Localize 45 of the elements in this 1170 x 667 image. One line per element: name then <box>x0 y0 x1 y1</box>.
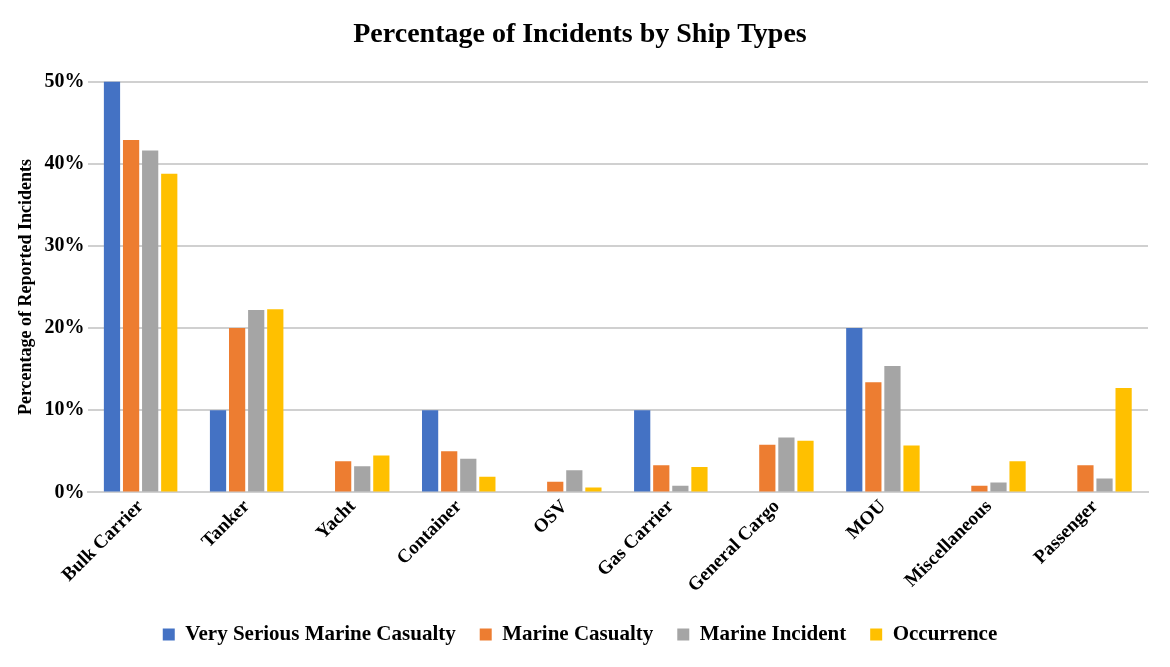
bar <box>797 440 814 492</box>
bar <box>142 150 159 492</box>
bar <box>373 455 390 492</box>
y-tick-label: 40% <box>44 150 85 173</box>
bar <box>354 466 371 492</box>
bar <box>229 328 246 492</box>
bar <box>865 382 882 492</box>
bar <box>103 81 121 492</box>
bar <box>778 437 795 492</box>
bar <box>122 139 140 492</box>
chart-title: Percentage of Incidents by Ship Types <box>353 17 807 49</box>
y-axis-title: Percentage of Reported Incidents <box>15 158 36 416</box>
bar <box>248 310 265 492</box>
legend-label: Very Serious Marine Casualty <box>185 620 457 645</box>
bar <box>691 466 708 492</box>
legend-label: Occurrence <box>892 620 998 645</box>
y-tick-label: 30% <box>44 233 85 256</box>
bar <box>1009 461 1026 492</box>
bar <box>884 365 901 492</box>
bar <box>903 445 920 492</box>
bar <box>566 470 583 492</box>
bar <box>161 173 178 492</box>
bar <box>209 410 227 492</box>
y-tick-label: 0% <box>54 479 85 502</box>
bar <box>1077 465 1094 492</box>
y-tick-label: 20% <box>44 315 85 338</box>
legend-label: Marine Casualty <box>502 620 654 645</box>
bar <box>422 410 439 492</box>
bar <box>846 328 863 492</box>
bar <box>759 444 776 492</box>
bar <box>441 451 458 492</box>
bar <box>634 410 651 492</box>
bar <box>460 458 477 492</box>
bar <box>990 482 1007 492</box>
y-tick-label: 50% <box>44 68 85 91</box>
bar <box>547 481 564 492</box>
bar <box>1115 388 1132 492</box>
bar <box>335 461 352 492</box>
bar <box>267 309 284 492</box>
legend-label: Marine Incident <box>699 620 847 645</box>
bar <box>971 485 988 492</box>
bar <box>479 476 496 492</box>
bar <box>653 465 670 492</box>
y-tick-label: 10% <box>44 397 85 420</box>
bar <box>1096 478 1113 492</box>
